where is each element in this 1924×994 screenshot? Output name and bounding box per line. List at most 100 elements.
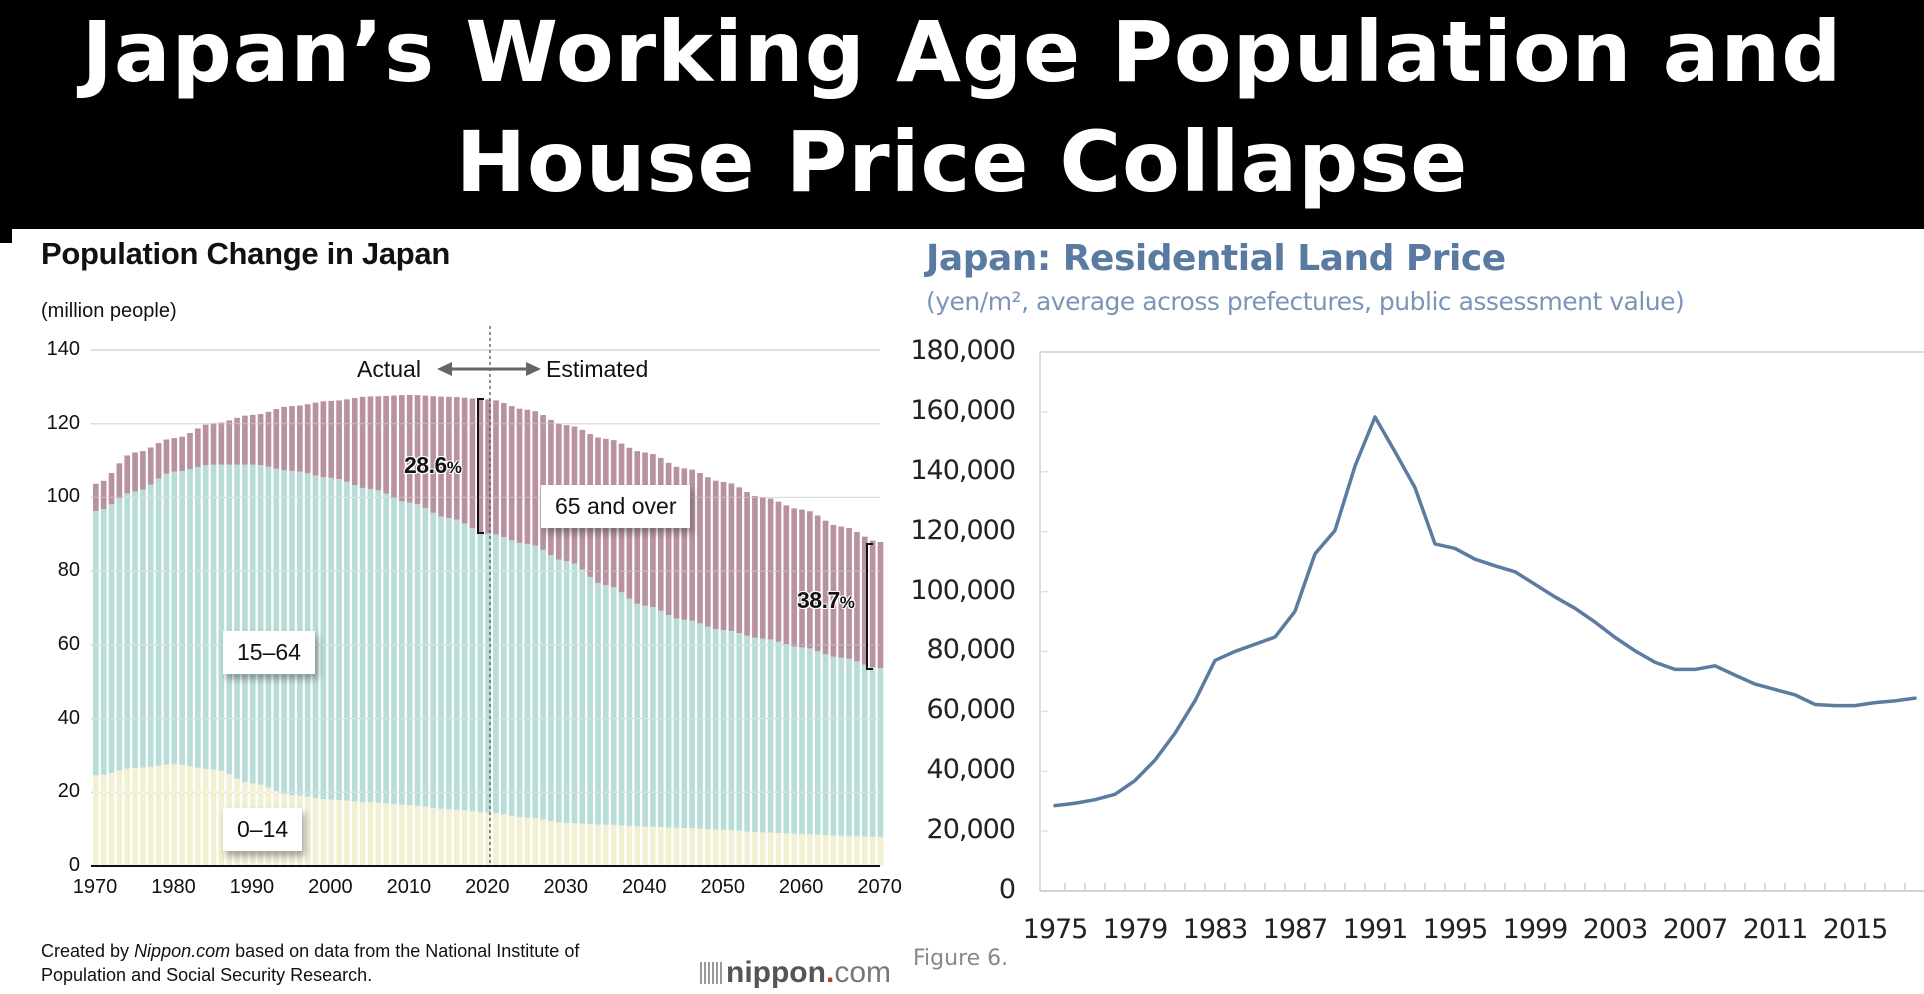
bar-15-64 xyxy=(234,464,240,779)
x-tick-label: 2020 xyxy=(465,876,510,898)
bar-15-64 xyxy=(657,610,664,828)
bar-0-14 xyxy=(461,810,468,866)
bar-15-64 xyxy=(571,563,578,824)
bar-65-over xyxy=(289,406,295,471)
bar-0-14 xyxy=(485,812,491,866)
bar-65-over xyxy=(242,415,248,465)
bar-15-64 xyxy=(320,477,327,800)
bar-65-over xyxy=(775,501,782,642)
bar-0-14 xyxy=(861,836,868,866)
pct-symbol: % xyxy=(839,593,855,612)
bar-15-64 xyxy=(344,481,350,801)
bar-15-64 xyxy=(555,559,562,823)
bar-0-14 xyxy=(320,799,327,866)
bar-0-14 xyxy=(720,829,727,866)
y-tick-label: 120 xyxy=(46,411,80,434)
bar-0-14 xyxy=(877,836,884,866)
bar-0-14 xyxy=(124,768,131,866)
bar-0-14 xyxy=(430,807,437,866)
pct-2020-value: 28.6 xyxy=(404,452,447,478)
bar-65-over xyxy=(281,406,287,471)
bar-15-64 xyxy=(603,585,609,825)
bar-0-14 xyxy=(822,835,829,866)
bar-65-over xyxy=(399,395,405,502)
x-tick-label: 1970 xyxy=(72,876,118,898)
bar-65-over xyxy=(218,422,225,465)
bar-65-over xyxy=(469,398,476,529)
land-price-chart-subtitle: (yen/m², average across prefectures, pub… xyxy=(926,287,1685,316)
y-tick-label: 20 xyxy=(57,780,80,803)
bar-15-64 xyxy=(791,646,797,834)
bar-15-64 xyxy=(548,555,554,822)
bar-0-14 xyxy=(446,809,452,866)
bar-15-64 xyxy=(375,490,382,803)
bar-0-14 xyxy=(689,828,695,866)
bar-15-64 xyxy=(634,603,641,827)
bar-0-14 xyxy=(312,798,319,866)
bar-15-64 xyxy=(587,576,593,825)
bar-0-14 xyxy=(555,822,562,866)
estimated-label: Estimated xyxy=(546,356,649,382)
bar-65-over xyxy=(187,432,193,470)
bar-15-64 xyxy=(242,464,248,783)
bar-0-14 xyxy=(132,767,138,866)
bar-0-14 xyxy=(791,833,797,866)
bar-0-14 xyxy=(116,770,123,866)
bracket-2020-icon xyxy=(477,398,484,534)
bar-0-14 xyxy=(195,767,201,866)
bar-15-64 xyxy=(359,487,366,802)
bar-0-14 xyxy=(140,767,146,866)
y-tick-label: 80 xyxy=(57,559,80,582)
bar-0-14 xyxy=(626,825,633,866)
bar-15-64 xyxy=(814,651,821,835)
bar-0-14 xyxy=(375,802,382,866)
bar-65-over xyxy=(493,400,499,535)
land-price-chart-title: Japan: Residential Land Price xyxy=(926,238,1506,279)
bar-15-64 xyxy=(665,614,672,828)
bar-65-over xyxy=(861,536,868,665)
bar-0-14 xyxy=(532,818,539,866)
bar-0-14 xyxy=(681,828,688,866)
bar-15-64 xyxy=(312,475,319,799)
arrow-right-icon xyxy=(526,362,541,376)
bar-0-14 xyxy=(187,766,193,866)
bar-65-over xyxy=(304,404,311,474)
bar-0-14 xyxy=(359,801,366,866)
bar-65-over xyxy=(147,447,154,485)
bar-0-14 xyxy=(587,824,593,866)
x-tick-label: 1975 xyxy=(1022,914,1089,945)
bar-15-64 xyxy=(218,464,225,771)
bar-0-14 xyxy=(406,805,413,866)
bar-0-14 xyxy=(603,824,609,866)
x-tick-label: 2007 xyxy=(1662,914,1729,945)
x-tick-label: 2060 xyxy=(778,876,824,898)
bar-65-over xyxy=(767,498,774,640)
bar-65-over xyxy=(391,395,397,498)
bar-65-over xyxy=(320,401,327,478)
bar-0-14 xyxy=(712,829,719,866)
banner-title-line-1: Japan’s Working Age Population and xyxy=(81,3,1843,101)
bar-0-14 xyxy=(171,764,178,866)
bar-15-64 xyxy=(610,587,617,825)
bar-65-over xyxy=(877,542,884,669)
bar-15-64 xyxy=(595,582,601,825)
x-tick-label: 2010 xyxy=(386,876,432,898)
bar-0-14 xyxy=(799,833,805,866)
bar-65-over xyxy=(665,462,672,615)
bar-0-14 xyxy=(697,828,703,866)
bar-15-64 xyxy=(846,658,852,836)
y-tick-label: 20,000 xyxy=(926,814,1016,846)
y-tick-label: 0 xyxy=(68,854,80,876)
bar-0-14 xyxy=(179,764,185,866)
bar-65-over xyxy=(830,524,837,657)
bar-15-64 xyxy=(155,478,162,766)
bar-15-64 xyxy=(540,549,546,820)
bar-0-14 xyxy=(775,832,782,866)
bar-65-over xyxy=(422,395,429,508)
bar-15-64 xyxy=(336,478,342,800)
x-tick-label: 1991 xyxy=(1342,914,1409,945)
footnote-prefix: Created by xyxy=(41,941,135,961)
bar-15-64 xyxy=(461,523,468,811)
y-tick-label: 100,000 xyxy=(910,574,1016,606)
bar-65-over xyxy=(226,420,233,465)
